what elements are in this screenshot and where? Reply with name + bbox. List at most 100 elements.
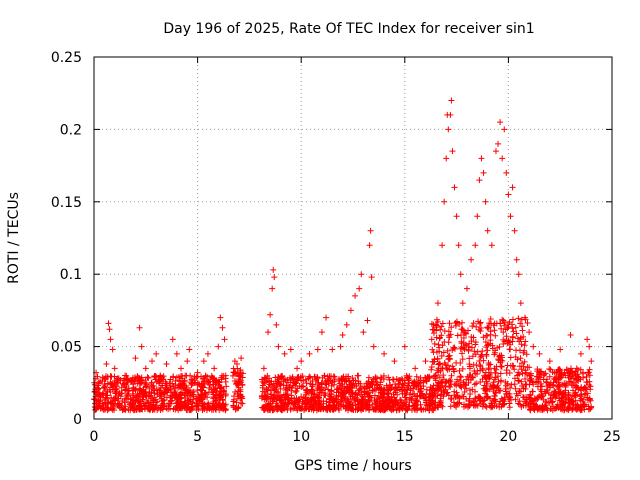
data-point: [263, 395, 270, 402]
data-point: [534, 366, 541, 373]
data-point: [207, 404, 214, 411]
data-point: [153, 350, 160, 357]
data-point: [428, 387, 435, 394]
data-point: [287, 405, 294, 412]
data-point: [538, 393, 545, 400]
data-point: [367, 227, 374, 234]
data-point: [452, 322, 459, 329]
data-point: [391, 396, 398, 403]
data-point: [542, 402, 549, 409]
data-point: [558, 374, 565, 381]
data-point: [294, 365, 301, 372]
data-point: [219, 402, 226, 409]
data-point: [185, 401, 192, 408]
data-point: [335, 386, 342, 393]
data-point: [136, 403, 143, 410]
data-point: [165, 402, 172, 409]
data-point: [318, 329, 325, 336]
data-point: [472, 341, 479, 348]
data-point: [101, 384, 108, 391]
data-point: [572, 389, 579, 396]
data-point: [471, 388, 478, 395]
data-point: [157, 372, 164, 379]
data-point: [350, 406, 357, 413]
data-point: [403, 372, 410, 379]
data-point: [169, 336, 176, 343]
data-point: [259, 404, 266, 411]
data-point: [378, 406, 385, 413]
data-point: [154, 391, 161, 398]
data-point: [512, 396, 519, 403]
data-point: [384, 387, 391, 394]
data-point: [112, 386, 119, 393]
data-point: [345, 373, 352, 380]
data-point: [374, 375, 381, 382]
data-point: [476, 358, 483, 365]
data-point: [483, 378, 490, 385]
data-point: [418, 392, 425, 399]
data-point: [521, 347, 528, 354]
data-point: [314, 375, 321, 382]
data-point: [387, 395, 394, 402]
data-point: [106, 326, 113, 333]
data-point: [290, 379, 297, 386]
data-point: [302, 391, 309, 398]
data-point: [506, 400, 513, 407]
data-point: [504, 340, 511, 347]
data-point: [393, 384, 400, 391]
data-point: [199, 380, 206, 387]
data-point: [177, 382, 184, 389]
data-point: [495, 140, 502, 147]
data-point: [472, 242, 479, 249]
data-point: [183, 405, 190, 412]
data-point: [268, 391, 275, 398]
data-point: [436, 344, 443, 351]
data-point: [360, 329, 367, 336]
data-point: [518, 403, 525, 410]
data-point: [479, 367, 486, 374]
data-point: [516, 378, 523, 385]
data-point: [398, 375, 405, 382]
data-point: [91, 400, 98, 407]
data-point: [429, 400, 436, 407]
data-point: [156, 378, 163, 385]
data-point: [269, 407, 276, 414]
data-point: [500, 397, 506, 404]
data-point: [515, 271, 522, 278]
data-point: [294, 385, 301, 392]
data-point: [448, 372, 455, 379]
data-point: [151, 373, 158, 380]
data-point: [539, 392, 546, 399]
data-point: [530, 381, 537, 388]
data-point: [300, 377, 307, 384]
data-point: [343, 402, 350, 409]
data-point: [350, 377, 357, 384]
data-point: [530, 343, 537, 350]
data-point: [403, 396, 410, 403]
data-point: [366, 392, 373, 399]
data-point: [556, 397, 563, 404]
data-point: [277, 385, 284, 392]
data-point: [544, 386, 551, 393]
data-point: [439, 403, 446, 410]
data-point: [315, 392, 322, 399]
data-point: [451, 388, 458, 395]
data-point: [546, 373, 553, 380]
data-point: [586, 343, 593, 350]
data-point: [466, 361, 473, 368]
data-point: [318, 379, 325, 386]
data-point: [458, 374, 465, 381]
data-point: [524, 320, 531, 327]
data-point: [513, 347, 520, 354]
data-point: [355, 372, 362, 379]
data-point: [298, 405, 305, 412]
data-point: [484, 325, 491, 332]
data-point: [473, 323, 480, 330]
data-point: [361, 388, 368, 395]
data-point: [273, 388, 280, 395]
data-point: [132, 355, 139, 362]
data-point: [326, 403, 333, 410]
data-point: [354, 405, 361, 412]
data-point: [281, 350, 288, 357]
data-point: [146, 385, 153, 392]
